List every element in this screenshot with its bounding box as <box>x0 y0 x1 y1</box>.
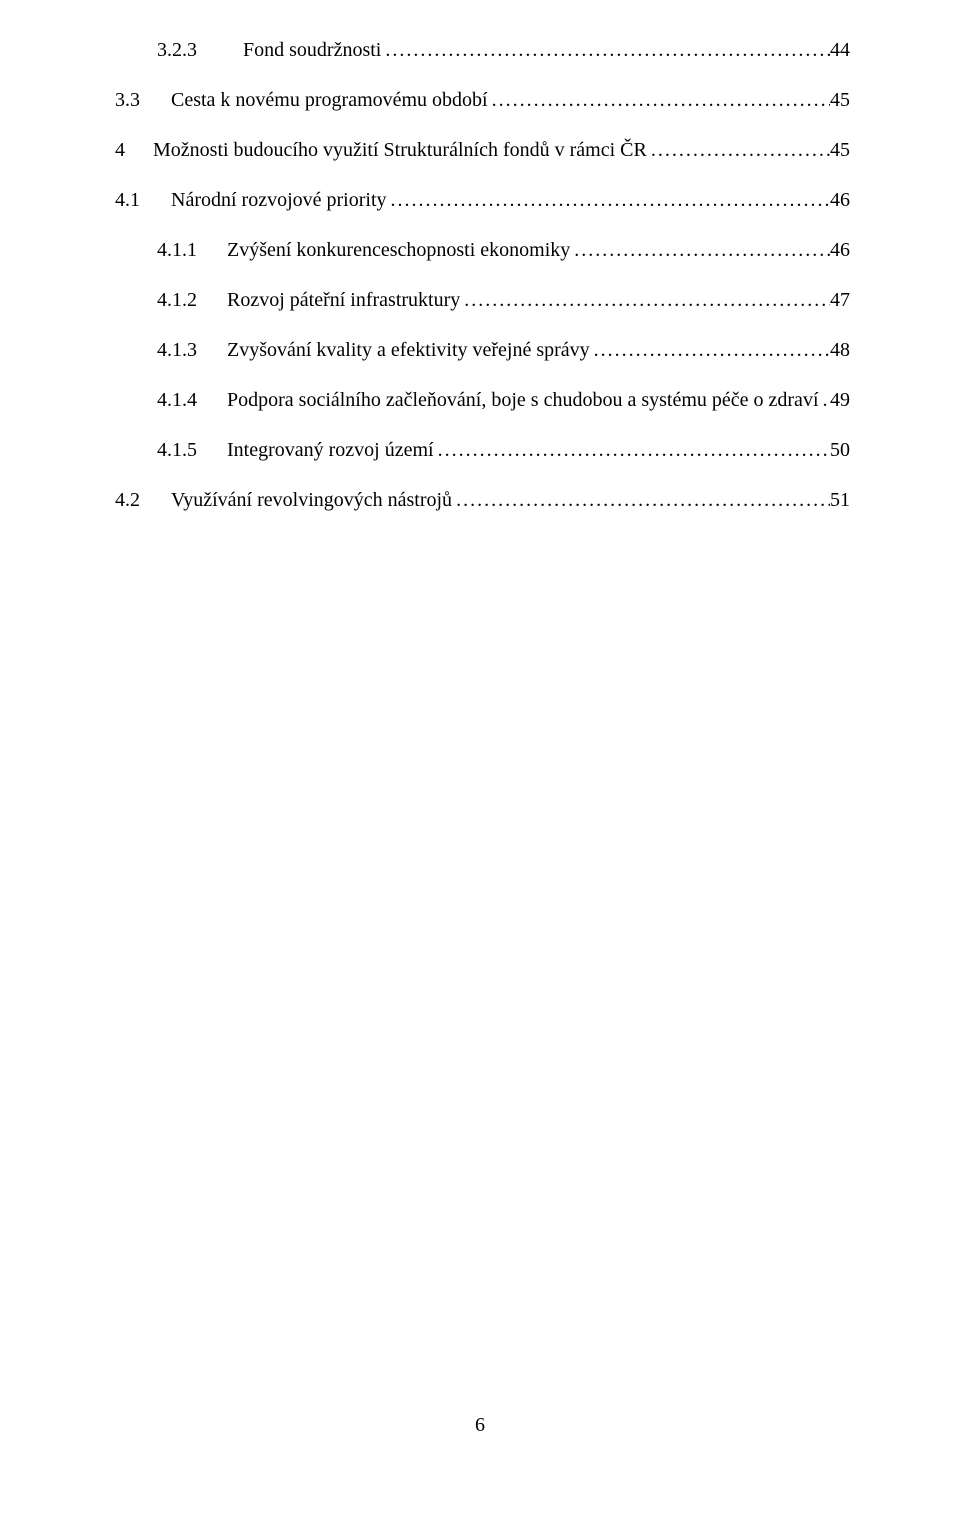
toc-entry: 4.1.3Zvyšování kvality a efektivity veře… <box>115 340 850 360</box>
toc-entry-title: Možnosti budoucího využití Strukturálníc… <box>147 140 647 160</box>
toc-entry-number: 4 <box>115 140 147 160</box>
toc-entry: 4.1.5Integrovaný rozvoj území 50 <box>115 440 850 460</box>
toc-entry-title: Zvyšování kvality a efektivity veřejné s… <box>221 340 590 360</box>
toc-entry: 4.2Využívání revolvingových nástrojů 51 <box>115 490 850 510</box>
toc-leader-dots <box>460 290 830 310</box>
toc-entry: 4Možnosti budoucího využití Strukturální… <box>115 140 850 160</box>
toc-entry-title: Rozvoj páteřní infrastruktury <box>221 290 460 310</box>
toc-entry-page: 44 <box>830 40 850 60</box>
toc-entry-title: Využívání revolvingových nástrojů <box>165 490 452 510</box>
toc-entry-page: 47 <box>830 290 850 310</box>
toc-entry-page: 46 <box>830 240 850 260</box>
table-of-contents: 3.2.3Fond soudržnosti 44 3.3Cesta k novému… <box>115 40 850 510</box>
toc-entry: 3.3Cesta k novému programovému období 45 <box>115 90 850 110</box>
toc-entry-number: 4.1.2 <box>157 290 221 310</box>
toc-entry-title: Podpora sociálního začleňování, boje s c… <box>221 390 819 410</box>
toc-entry-number: 4.1.4 <box>157 390 221 410</box>
toc-leader-dots <box>570 240 830 260</box>
toc-leader-dots <box>452 490 830 510</box>
toc-entry: 3.2.3Fond soudržnosti 44 <box>115 40 850 60</box>
toc-entry-title: Integrovaný rozvoj území <box>221 440 434 460</box>
toc-entry-number: 4.1 <box>115 190 165 210</box>
toc-entry-title: Národní rozvojové priority <box>165 190 387 210</box>
document-page: 3.2.3Fond soudržnosti 44 3.3Cesta k novému… <box>0 0 960 1515</box>
toc-leader-dots <box>590 340 830 360</box>
toc-leader-dots <box>381 40 830 60</box>
toc-entry-page: 49 <box>830 390 850 410</box>
toc-leader-dots <box>434 440 830 460</box>
toc-entry-number: 4.1.3 <box>157 340 221 360</box>
toc-entry-title: Fond soudržnosti <box>237 40 381 60</box>
toc-entry-page: 48 <box>830 340 850 360</box>
toc-entry: 4.1.2Rozvoj páteřní infrastruktury 47 <box>115 290 850 310</box>
toc-entry-number: 4.1.5 <box>157 440 221 460</box>
toc-entry-page: 45 <box>830 90 850 110</box>
toc-entry-number: 3.3 <box>115 90 165 110</box>
toc-entry-page: 51 <box>830 490 850 510</box>
toc-leader-dots <box>819 390 831 410</box>
toc-entry-page: 46 <box>830 190 850 210</box>
toc-leader-dots <box>647 140 830 160</box>
toc-entry-title: Zvýšení konkurenceschopnosti ekonomiky <box>221 240 570 260</box>
toc-entry: 4.1Národní rozvojové priority 46 <box>115 190 850 210</box>
toc-entry-number: 4.2 <box>115 490 165 510</box>
toc-entry-title: Cesta k novému programovému období <box>165 90 488 110</box>
page-number: 6 <box>0 1414 960 1437</box>
toc-entry-page: 50 <box>830 440 850 460</box>
toc-entry-number: 4.1.1 <box>157 240 221 260</box>
toc-leader-dots <box>488 90 830 110</box>
toc-entry-page: 45 <box>830 140 850 160</box>
toc-entry: 4.1.1Zvýšení konkurenceschopnosti ekonom… <box>115 240 850 260</box>
toc-entry-number: 3.2.3 <box>157 40 237 60</box>
toc-entry: 4.1.4Podpora sociálního začleňování, boj… <box>115 390 850 410</box>
toc-leader-dots <box>387 190 831 210</box>
